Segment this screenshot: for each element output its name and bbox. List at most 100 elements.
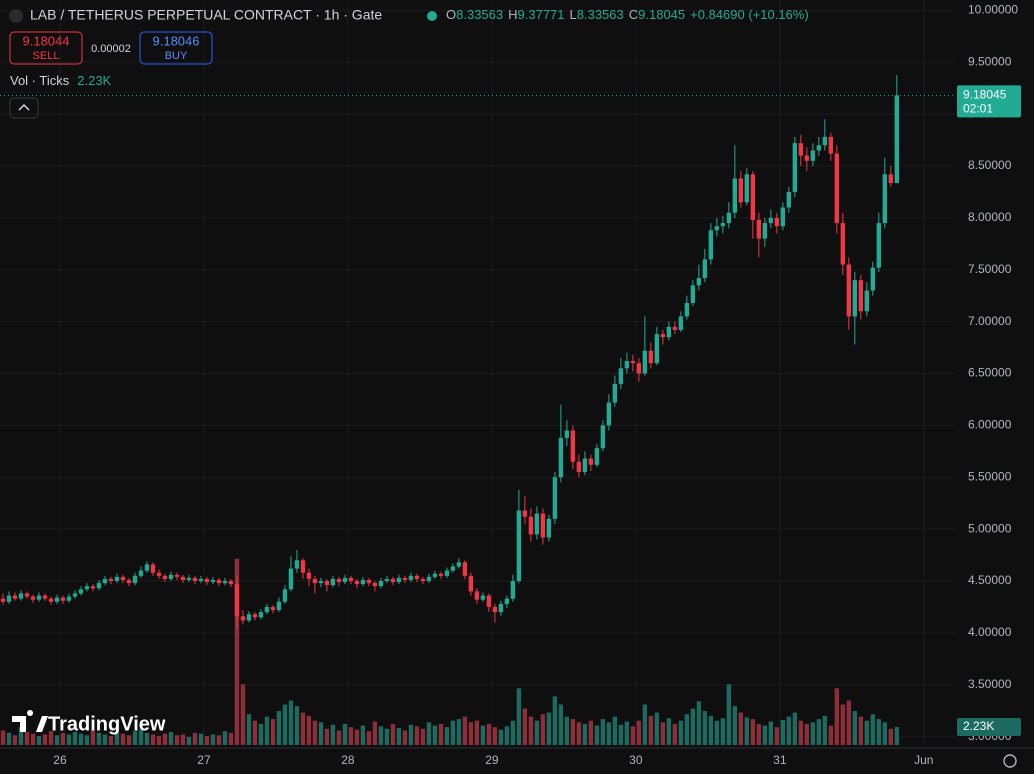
volume-bar (60, 732, 66, 745)
volume-bar (468, 722, 474, 745)
volume-bar (816, 719, 822, 745)
volume-bar (498, 729, 504, 745)
volume-bar (234, 558, 240, 745)
x-tick-label: 26 (53, 753, 67, 767)
volume-bar (336, 730, 342, 745)
y-tick-label: 10.00000 (968, 3, 1018, 17)
volume-bar (144, 732, 150, 745)
candle-body (774, 217, 780, 227)
ohlc-legend: O8.33563 H9.37771 L8.33563 C9.18045 +0.84690… (446, 7, 809, 22)
buy-button[interactable] (139, 31, 213, 65)
candle-body (294, 560, 300, 569)
candle-body (378, 581, 384, 587)
candle-body (432, 573, 438, 577)
sell-label: SELL (33, 50, 60, 62)
volume-bar (516, 688, 522, 745)
candle-body (264, 606, 270, 613)
candle-body (648, 350, 654, 364)
candle-body (246, 614, 252, 621)
candle-body (612, 383, 618, 403)
candle-body (396, 577, 402, 583)
buy-price: 9.18046 (153, 33, 200, 48)
volume-bar (570, 719, 576, 745)
candle-body (66, 596, 72, 601)
volume-bar (684, 714, 690, 745)
x-tick-label: 30 (629, 753, 643, 767)
volume-bar (294, 706, 300, 745)
volume-bar (30, 733, 36, 745)
x-tick-label: Jun (914, 753, 933, 767)
candle-body (198, 578, 204, 582)
candle-body (816, 145, 822, 151)
candle-body (438, 573, 444, 576)
volume-bar (354, 729, 360, 745)
symbol-icon (9, 9, 23, 23)
volume-bar (42, 734, 48, 745)
volume-bar (768, 721, 774, 745)
x-tick-label: 31 (773, 753, 787, 767)
volume-bar (666, 718, 672, 745)
candle-body (156, 572, 162, 576)
candle-body (96, 583, 102, 589)
volume-bar (222, 731, 228, 745)
collapse-button[interactable] (9, 97, 39, 119)
volume-bar (594, 725, 600, 745)
candle-body (168, 574, 174, 579)
volume-bar (870, 714, 876, 745)
candle-body (504, 598, 510, 604)
volume-bar (168, 732, 174, 745)
candle-body (528, 516, 534, 535)
candle-body (186, 577, 192, 580)
volume-bar (426, 722, 432, 745)
volume-bar (378, 726, 384, 745)
volume-bar (372, 721, 378, 745)
volume-bar (618, 724, 624, 745)
volume-bar (456, 719, 462, 745)
volume-bar (174, 735, 180, 745)
candle-body (384, 578, 390, 582)
candle-body (138, 570, 144, 576)
candle-body (738, 178, 744, 203)
volume-bar (846, 700, 852, 745)
status-dot (427, 11, 437, 21)
candle-body (516, 510, 522, 582)
volume-bar (24, 732, 30, 745)
volume-bar (48, 731, 54, 745)
volume-bar (228, 732, 234, 745)
volume-bar (84, 735, 90, 745)
candle-body (744, 174, 750, 203)
volume-bar (492, 727, 498, 745)
volume-bar (774, 727, 780, 745)
candle-body (564, 430, 570, 438)
candle-body (780, 207, 786, 227)
y-tick-label: 5.50000 (968, 469, 1012, 483)
candle-body (276, 601, 282, 611)
spread: 0.00002 (91, 43, 131, 55)
volume-bar (876, 719, 882, 745)
candle-body (840, 223, 846, 265)
countdown: 02:01 (963, 102, 993, 116)
volume-bar (66, 734, 72, 745)
candle-body (222, 581, 228, 584)
volume-bar (600, 719, 606, 745)
volume-bar (276, 710, 282, 745)
candle-body (210, 579, 216, 583)
volume-bar (762, 725, 768, 745)
candle-body (480, 595, 486, 600)
candle-body (0, 598, 6, 602)
volume-title: Vol · Ticks (10, 73, 70, 88)
logo-icon (12, 710, 48, 732)
candle-body (84, 586, 90, 590)
candle-body (708, 230, 714, 260)
candle-body (522, 510, 528, 517)
sell-button[interactable] (9, 31, 83, 65)
volume-bar (192, 732, 198, 745)
settings-icon[interactable] (1003, 754, 1017, 768)
volume-bar (414, 726, 420, 745)
candle-body (462, 562, 468, 576)
volume-bar (720, 718, 726, 745)
volume-bar (360, 725, 366, 745)
volume-bar (486, 723, 492, 745)
buy-label: BUY (165, 50, 188, 62)
